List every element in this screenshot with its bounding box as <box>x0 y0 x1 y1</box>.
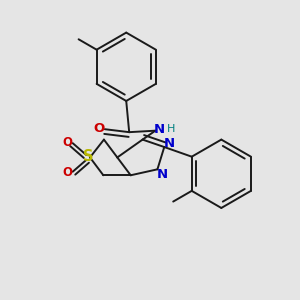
Text: O: O <box>94 122 105 135</box>
Text: N: N <box>156 168 167 181</box>
Text: H: H <box>167 124 175 134</box>
Text: O: O <box>62 166 72 179</box>
Text: S: S <box>83 149 94 164</box>
Text: N: N <box>164 137 175 150</box>
Text: O: O <box>62 136 72 149</box>
Text: N: N <box>154 123 165 136</box>
